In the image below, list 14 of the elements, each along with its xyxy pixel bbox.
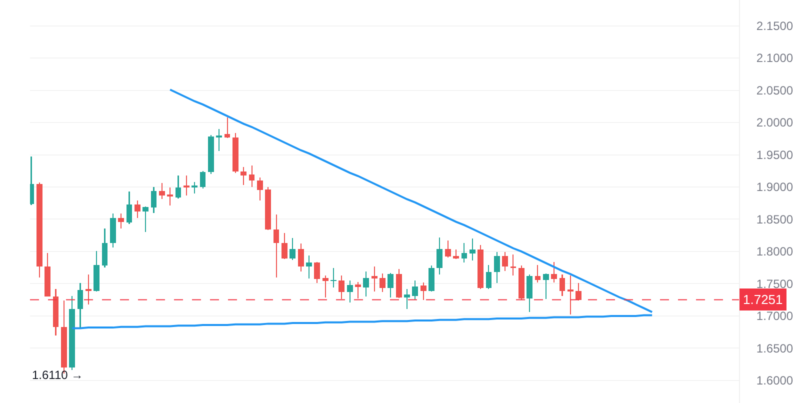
ref-line-label: 1.7251 [743, 292, 783, 307]
y-tick-label: 1.6500 [756, 341, 794, 356]
y-tick-label: 2.0500 [756, 83, 794, 98]
y-tick-label: 2.1000 [756, 51, 794, 66]
annotation: 1.6110 → [32, 368, 84, 382]
y-tick-label: 2.1500 [756, 18, 794, 33]
y-tick-label: 2.0000 [756, 116, 794, 130]
y-tick-label: 1.9000 [756, 180, 794, 194]
y-tick-label: 1.7000 [756, 309, 794, 324]
y-tick-label: 1.8000 [756, 244, 794, 259]
y-tick-label: 1.7500 [756, 276, 794, 291]
y-tick-label: 1.8500 [756, 212, 794, 226]
y-tick-label: 1.6000 [756, 374, 794, 388]
y-tick-label: 1.9500 [756, 148, 794, 162]
